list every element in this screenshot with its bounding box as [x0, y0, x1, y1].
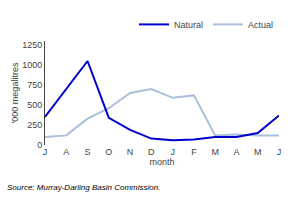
svg-text:J: J: [277, 147, 282, 157]
svg-text:M: M: [254, 147, 262, 157]
svg-text:'000 megalitres: '000 megalitres: [10, 62, 20, 123]
svg-text:N: N: [127, 147, 134, 157]
svg-text:1000: 1000: [22, 60, 42, 70]
svg-text:D: D: [148, 147, 155, 157]
svg-text:J: J: [170, 147, 175, 157]
svg-text:0: 0: [37, 140, 42, 150]
svg-text:J: J: [43, 147, 48, 157]
svg-text:250: 250: [27, 120, 42, 130]
svg-text:1250: 1250: [22, 40, 42, 50]
svg-text:month: month: [149, 157, 174, 167]
svg-text:Source: Murray-Darling Basin C: Source: Murray-Darling Basin Commission.: [7, 183, 160, 192]
svg-text:F: F: [191, 147, 197, 157]
svg-text:O: O: [105, 147, 112, 157]
svg-text:A: A: [63, 147, 69, 157]
svg-text:Natural: Natural: [174, 20, 203, 30]
svg-text:M: M: [211, 147, 219, 157]
svg-text:500: 500: [27, 100, 42, 110]
svg-text:750: 750: [27, 80, 42, 90]
svg-text:Actual: Actual: [248, 20, 273, 30]
svg-text:S: S: [85, 147, 91, 157]
svg-text:A: A: [233, 147, 239, 157]
